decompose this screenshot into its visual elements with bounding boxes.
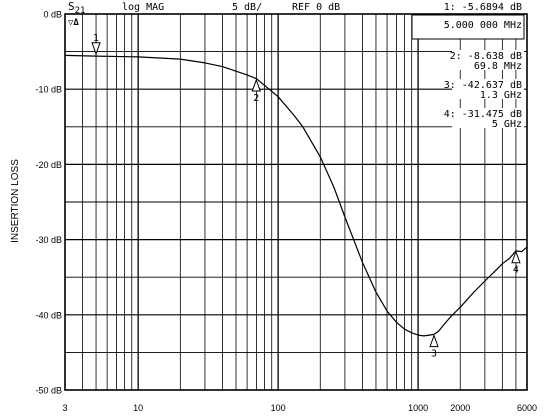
marker-1: 1 [91,33,101,57]
marker-3-value: 3: -42.637 dB [444,80,522,91]
marker-2: 2 [251,78,261,104]
marker-1-value: 1: -5.6894 dB [444,2,522,13]
delta-indicator-icon: ▽Δ [68,18,79,28]
marker-arrow-icon [91,42,101,56]
readout-bg-4 [452,108,524,128]
marker-3-frequency: 1.3 GHz [480,90,522,101]
readout-bg-2 [452,50,524,70]
y-tick-label: -50 dB [35,386,62,396]
x-tick-label: 3 [62,403,67,413]
marker-label: 1 [93,33,99,44]
y-tick-label: 0 dB [43,10,62,20]
marker-arrow-icon [429,334,439,348]
y-tick-label: -20 dB [35,160,62,170]
marker-3: 3 [429,334,439,360]
trace-group [64,54,528,337]
reference-label: REF 0 dB [292,2,340,13]
scale-label: 5 dB/ [232,2,262,13]
readout-bg-3 [452,79,524,99]
marker-1-frequency: 5.000 000 MHz [444,20,522,31]
chart-grid [65,14,527,390]
marker-label: 4 [513,265,519,276]
marker-arrow-icon [251,78,261,92]
x-tick-label: 10 [133,403,143,413]
marker-label: 3 [431,349,437,360]
x-tick-label: 100 [271,403,286,413]
marker-4-value: 4: -31.475 dB [444,109,522,120]
channel-label: S21 [68,0,85,16]
plot-frame [64,13,528,391]
format-label: log MAG [122,2,164,13]
marker-4-frequency: 5 GHz [492,119,522,130]
x-tick-labels: 3 10 100 1000 2000 6000 [62,403,537,413]
y-tick-label: -30 dB [35,235,62,245]
marker-2-frequency: 69.8 MHz [474,61,522,72]
active-marker-box [411,14,525,40]
marker-2-value: 2: -8.638 dB [450,51,522,62]
marker-4: 4 [511,250,521,276]
marker-label: 2 [253,93,259,104]
marker-readouts: 1: -5.6894 dB 5.000 000 MHz 2: -8.638 dB… [411,2,525,130]
x-tick-label: 2000 [450,403,470,413]
y-tick-label: -40 dB [35,310,62,320]
markers: 1 2 3 4 [91,33,521,360]
insertion-loss-trace [64,54,528,337]
x-tick-label: 6000 [517,403,537,413]
y-tick-label: -10 dB [35,85,62,95]
header: S21 log MAG 5 dB/ REF 0 dB ▽Δ [68,0,340,28]
y-tick-labels: 0 dB -10 dB -20 dB -30 dB -40 dB -50 dB [35,10,62,396]
x-tick-label: 1000 [408,403,428,413]
marker-arrow-icon [511,250,521,264]
y-axis-label: INSERTION LOSS [10,159,21,243]
